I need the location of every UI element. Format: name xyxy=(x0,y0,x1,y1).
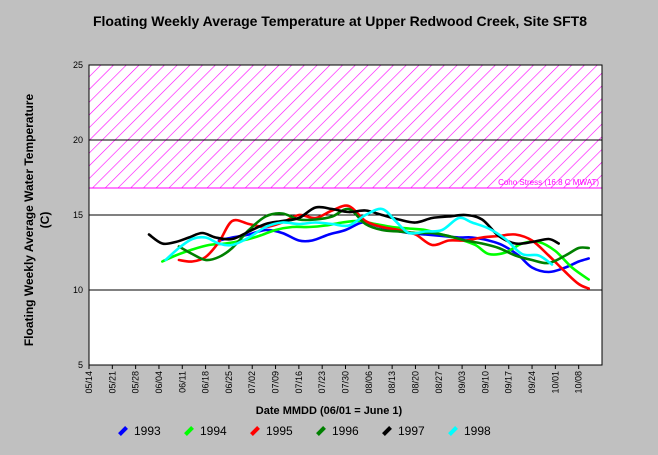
x-axis-label: Date MMDD (06/01 = June 1) xyxy=(255,405,403,417)
y-tick-label: 20 xyxy=(73,135,83,145)
x-tick-label: 09/17 xyxy=(504,371,514,394)
series-line-1998 xyxy=(164,207,554,266)
x-tick-label: 10/01 xyxy=(550,371,560,394)
x-tick-label: 05/14 xyxy=(84,371,94,394)
legend-swatch xyxy=(448,426,458,436)
x-tick-label: 06/18 xyxy=(201,371,211,394)
legend-swatch xyxy=(316,426,326,436)
legend-swatch xyxy=(118,426,128,436)
x-tick-label: 08/20 xyxy=(410,371,420,394)
chart-title: Floating Weekly Average Temperature at U… xyxy=(92,13,588,29)
legend-swatch xyxy=(184,426,194,436)
x-tick-label: 07/16 xyxy=(294,371,304,394)
y-tick-label: 25 xyxy=(73,60,83,70)
legend-label: 1995 xyxy=(266,424,293,438)
x-tick-label: 05/28 xyxy=(131,371,141,394)
axis-ticks: 5 10 15 20 25 05/14 05/21 05/28 06/04 06/11 06/18 0… xyxy=(73,60,584,394)
coho-stress-band xyxy=(88,64,603,189)
y-tick-label: 5 xyxy=(78,360,83,370)
legend-item-1994: 1994 xyxy=(184,424,250,438)
legend-label: 1996 xyxy=(332,424,359,438)
legend-label: 1998 xyxy=(464,424,491,438)
legend-label: 1994 xyxy=(200,424,227,438)
x-tick-label: 09/10 xyxy=(480,371,490,394)
x-tick-label: 07/23 xyxy=(317,371,327,394)
x-tick-label: 07/02 xyxy=(247,371,257,394)
x-tick-label: 06/11 xyxy=(177,371,187,393)
y-tick-label: 15 xyxy=(73,210,83,220)
x-tick-label: 09/03 xyxy=(457,371,467,394)
legend-label: 1997 xyxy=(398,424,425,438)
legend-swatch xyxy=(382,426,392,436)
series-line-1995 xyxy=(177,204,590,290)
legend-item-1993: 1993 xyxy=(118,424,184,438)
legend-item-1995: 1995 xyxy=(250,424,316,438)
legend-label: 1993 xyxy=(134,424,161,438)
x-tick-label: 05/21 xyxy=(107,371,117,394)
legend-item-1997: 1997 xyxy=(382,424,448,438)
legend-item-1998: 1998 xyxy=(448,424,514,438)
x-tick-label: 10/08 xyxy=(574,371,584,394)
legend: 1993 1994 1995 1996 1997 1998 xyxy=(118,424,514,438)
coho-stress-label: Coho Stress (16.8 C MWAT) xyxy=(498,178,599,187)
x-tick-label: 06/04 xyxy=(154,371,164,394)
series-lines xyxy=(147,204,590,290)
x-tick-label: 07/09 xyxy=(271,371,281,394)
legend-item-1996: 1996 xyxy=(316,424,382,438)
x-tick-label: 08/27 xyxy=(434,371,444,394)
legend-swatch xyxy=(250,426,260,436)
y-tick-label: 10 xyxy=(73,285,83,295)
x-tick-label: 09/24 xyxy=(527,371,537,394)
x-tick-label: 08/06 xyxy=(364,371,374,394)
x-tick-label: 08/13 xyxy=(387,371,397,394)
x-tick-label: 06/25 xyxy=(224,371,234,394)
coho-stress-zone: Coho Stress (16.8 C MWAT) xyxy=(88,64,603,189)
x-tick-label: 07/30 xyxy=(341,371,351,394)
gridlines xyxy=(89,139,602,291)
